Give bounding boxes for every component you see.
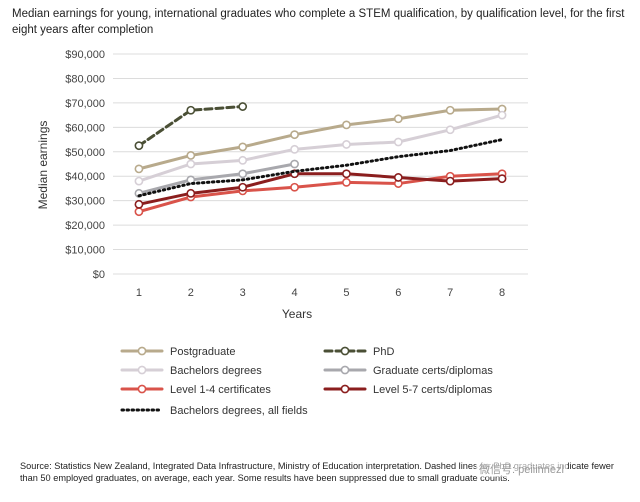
y-tick-label: $60,000 [65,122,105,134]
data-point [497,110,507,120]
x-tick-label: 3 [240,287,246,299]
y-tick-label: $50,000 [65,147,105,159]
data-point [134,141,144,151]
chart-title: Median earnings for young, international… [12,8,625,36]
data-point [290,130,299,140]
data-point [134,199,144,209]
data-point [342,140,351,149]
legend-marker [137,346,147,356]
x-tick-label: 2 [188,287,194,299]
data-point [186,105,196,115]
data-point [238,169,248,179]
series-2 [134,110,507,186]
legend-marker [340,384,350,394]
data-point [238,155,248,165]
series-0 [134,104,507,174]
legend-item: Level 1-4 certificates [120,384,271,396]
data-point [134,164,144,174]
y-tick-label: $30,000 [65,196,105,208]
legend-label: PhD [373,346,394,358]
data-point [186,159,196,169]
data-point [393,114,403,124]
y-tick-label: $90,000 [65,49,105,61]
watermark-text: 微信号: peiiinnezl [476,461,567,477]
data-point [290,159,299,169]
data-point [238,182,248,192]
legend: Postgraduate PhD Bachelors degrees Graduate… [120,346,493,417]
data-point [238,102,248,111]
y-tick-label: $40,000 [65,171,105,183]
series-line [137,107,504,171]
series-line [137,113,504,183]
x-tick-label: 5 [343,287,349,299]
legend-item: Level 5-7 certs/diplomas [323,384,493,396]
y-tick-label: $10,000 [65,245,105,257]
data-point [290,144,299,154]
x-tick-label: 7 [447,287,453,299]
series-3 [134,159,299,198]
series-5 [134,169,507,209]
y-tick-label: $80,000 [65,73,105,85]
data-point [393,173,403,182]
x-tick-label: 1 [136,287,142,299]
series-line [137,172,504,214]
data-point [342,177,351,187]
legend-label: Postgraduate [170,346,235,358]
y-tick-label: $70,000 [65,98,105,110]
data-point [445,125,455,135]
data-point [238,142,248,152]
data-point [186,188,196,198]
legend-label: Level 5-7 certs/diplomas [373,384,493,396]
data-point [445,176,455,186]
x-tick-label: 4 [292,287,298,299]
data-point [290,182,299,192]
grid-lines [113,53,528,275]
data-point [134,207,144,217]
series-6 [137,138,504,198]
data-point [342,120,351,130]
x-axis-title: Years [282,307,312,321]
data-point [342,169,351,179]
series-line [137,162,297,195]
data-point [497,174,507,184]
data-point [393,137,403,147]
legend-marker [137,384,147,394]
series-line [137,138,504,198]
series-line [137,172,504,206]
y-tick-label: $0 [93,269,105,281]
legend-item: PhD [323,346,394,358]
y-tick-label: $20,000 [65,220,105,232]
legend-item: Bachelors degrees, all fields [120,405,308,417]
y-axis-ticks: $0 $10,000 $20,000 $30,000 $40,000 $50,000 $60… [65,49,105,281]
legend-item: Postgraduate [120,346,235,358]
data-point [186,175,196,185]
data-point [186,151,196,160]
x-tick-label: 8 [499,287,505,299]
legend-label: Graduate certs/diplomas [373,365,493,377]
data-point [134,176,144,186]
legend-label: Level 1-4 certificates [170,384,271,396]
x-tick-label: 6 [395,287,401,299]
legend-item: Graduate certs/diplomas [323,365,493,377]
series-lines [134,102,507,217]
source-note: Source: Statistics New Zealand, Integrat… [20,461,614,483]
legend-marker [137,365,147,375]
x-axis-ticks: 1 2 3 4 5 6 7 8 [136,287,505,299]
legend-label: Bachelors degrees [170,365,262,377]
legend-marker [340,365,350,375]
legend-label: Bachelors degrees, all fields [170,405,308,417]
legend-item: Bachelors degrees [120,365,262,377]
series-1 [134,102,248,151]
legend-marker [340,346,350,356]
data-point [445,105,455,115]
y-axis-title: Median earnings [36,121,50,210]
